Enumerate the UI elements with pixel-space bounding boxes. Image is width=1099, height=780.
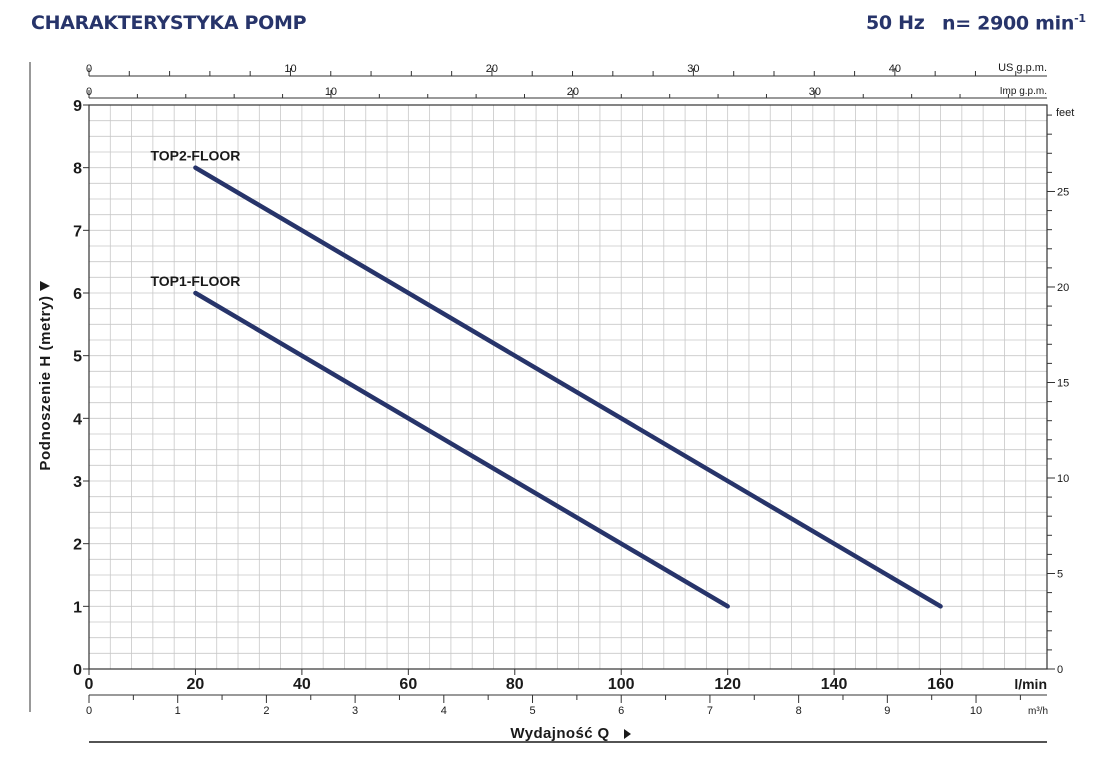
y-axis-arrow-icon (40, 281, 50, 291)
y-tick-label: 7 (73, 223, 82, 240)
feet-tick-label: 0 (1057, 664, 1063, 676)
m3h-tick-label: 10 (970, 705, 982, 717)
imp-gpm-tick-label: 10 (325, 86, 337, 98)
m3h-tick-label: 0 (86, 705, 92, 717)
feet-tick-label: 25 (1057, 186, 1069, 198)
x-tick-label: 140 (821, 676, 848, 693)
curve-top1-floor (193, 290, 730, 609)
y-tick-label: 2 (73, 537, 82, 554)
curve-top2-floor (193, 165, 943, 609)
m3h-tick-label: 8 (796, 705, 802, 717)
x-tick-label: 0 (85, 676, 94, 693)
x-tick-label: 40 (293, 676, 311, 693)
imp-gpm-tick-label: 0 (86, 86, 92, 98)
feet-tick-label: 15 (1057, 377, 1069, 389)
feet-tick-label: 20 (1057, 282, 1069, 294)
x-tick-label: 80 (506, 676, 524, 693)
us-gpm-tick-label: 40 (889, 63, 901, 75)
m3h-tick-label: 3 (352, 705, 358, 717)
us-gpm-tick-label: 10 (284, 63, 296, 75)
x-tick-label: 160 (927, 676, 954, 693)
m3h-tick-label: 1 (175, 705, 181, 717)
m3h-tick-label: 2 (263, 705, 269, 717)
y-tick-label: 1 (73, 599, 82, 616)
x-tick-label: 20 (187, 676, 205, 693)
y-tick-label: 3 (73, 474, 82, 491)
imp-gpm-unit-label: Imp g.p.m. (1000, 86, 1047, 97)
m3h-tick-label: 6 (618, 705, 624, 717)
series-label-top2-floor: TOP2-FLOOR (150, 148, 240, 164)
feet-tick-label: 10 (1057, 473, 1069, 485)
imp-gpm-tick-label: 30 (809, 86, 821, 98)
us-gpm-tick-label: 0 (86, 63, 92, 75)
m3h-tick-label: 7 (707, 705, 713, 717)
series-label-top1-floor: TOP1-FLOOR (150, 273, 240, 289)
chart-title: CHARAKTERYSTYKA POMP (31, 12, 307, 34)
frequency-label: 50 Hz (866, 12, 925, 34)
speed-exponent: -1 (1074, 12, 1086, 25)
imp-gpm-tick-label: 20 (567, 86, 579, 98)
us-gpm-tick-label: 20 (486, 63, 498, 75)
x-unit-label: l/min (1014, 676, 1047, 692)
x-tick-label: 120 (714, 676, 741, 693)
plot-frame (88, 104, 1048, 670)
feet-unit-label: feet (1056, 107, 1074, 119)
x-axis-arrow-icon (624, 729, 631, 739)
y-tick-label: 5 (73, 349, 82, 366)
speed-text: n= 2900 min (942, 12, 1075, 35)
m3h-tick-label: 9 (884, 705, 890, 717)
y-tick-label: 4 (73, 411, 82, 428)
us-gpm-unit-label: US g.p.m. (998, 62, 1047, 74)
x-tick-label: 100 (608, 676, 635, 693)
m3h-tick-label: 4 (441, 705, 447, 717)
feet-tick-label: 5 (1057, 568, 1063, 580)
x-tick-label: 60 (399, 676, 417, 693)
m3h-unit-label: m³/h (1028, 706, 1048, 717)
y-tick-label: 9 (73, 98, 82, 115)
us-gpm-tick-label: 30 (687, 63, 699, 75)
speed-label: n= 2900 min-1 (942, 12, 1086, 34)
y-tick-label: 6 (73, 286, 82, 303)
y-tick-label: 8 (73, 161, 82, 178)
y-axis-label: Podnoszenie H (metry) (37, 295, 54, 470)
x-axis-label: Wydajność Q (510, 725, 609, 742)
y-tick-label: 0 (73, 662, 82, 679)
m3h-tick-label: 5 (529, 705, 535, 717)
